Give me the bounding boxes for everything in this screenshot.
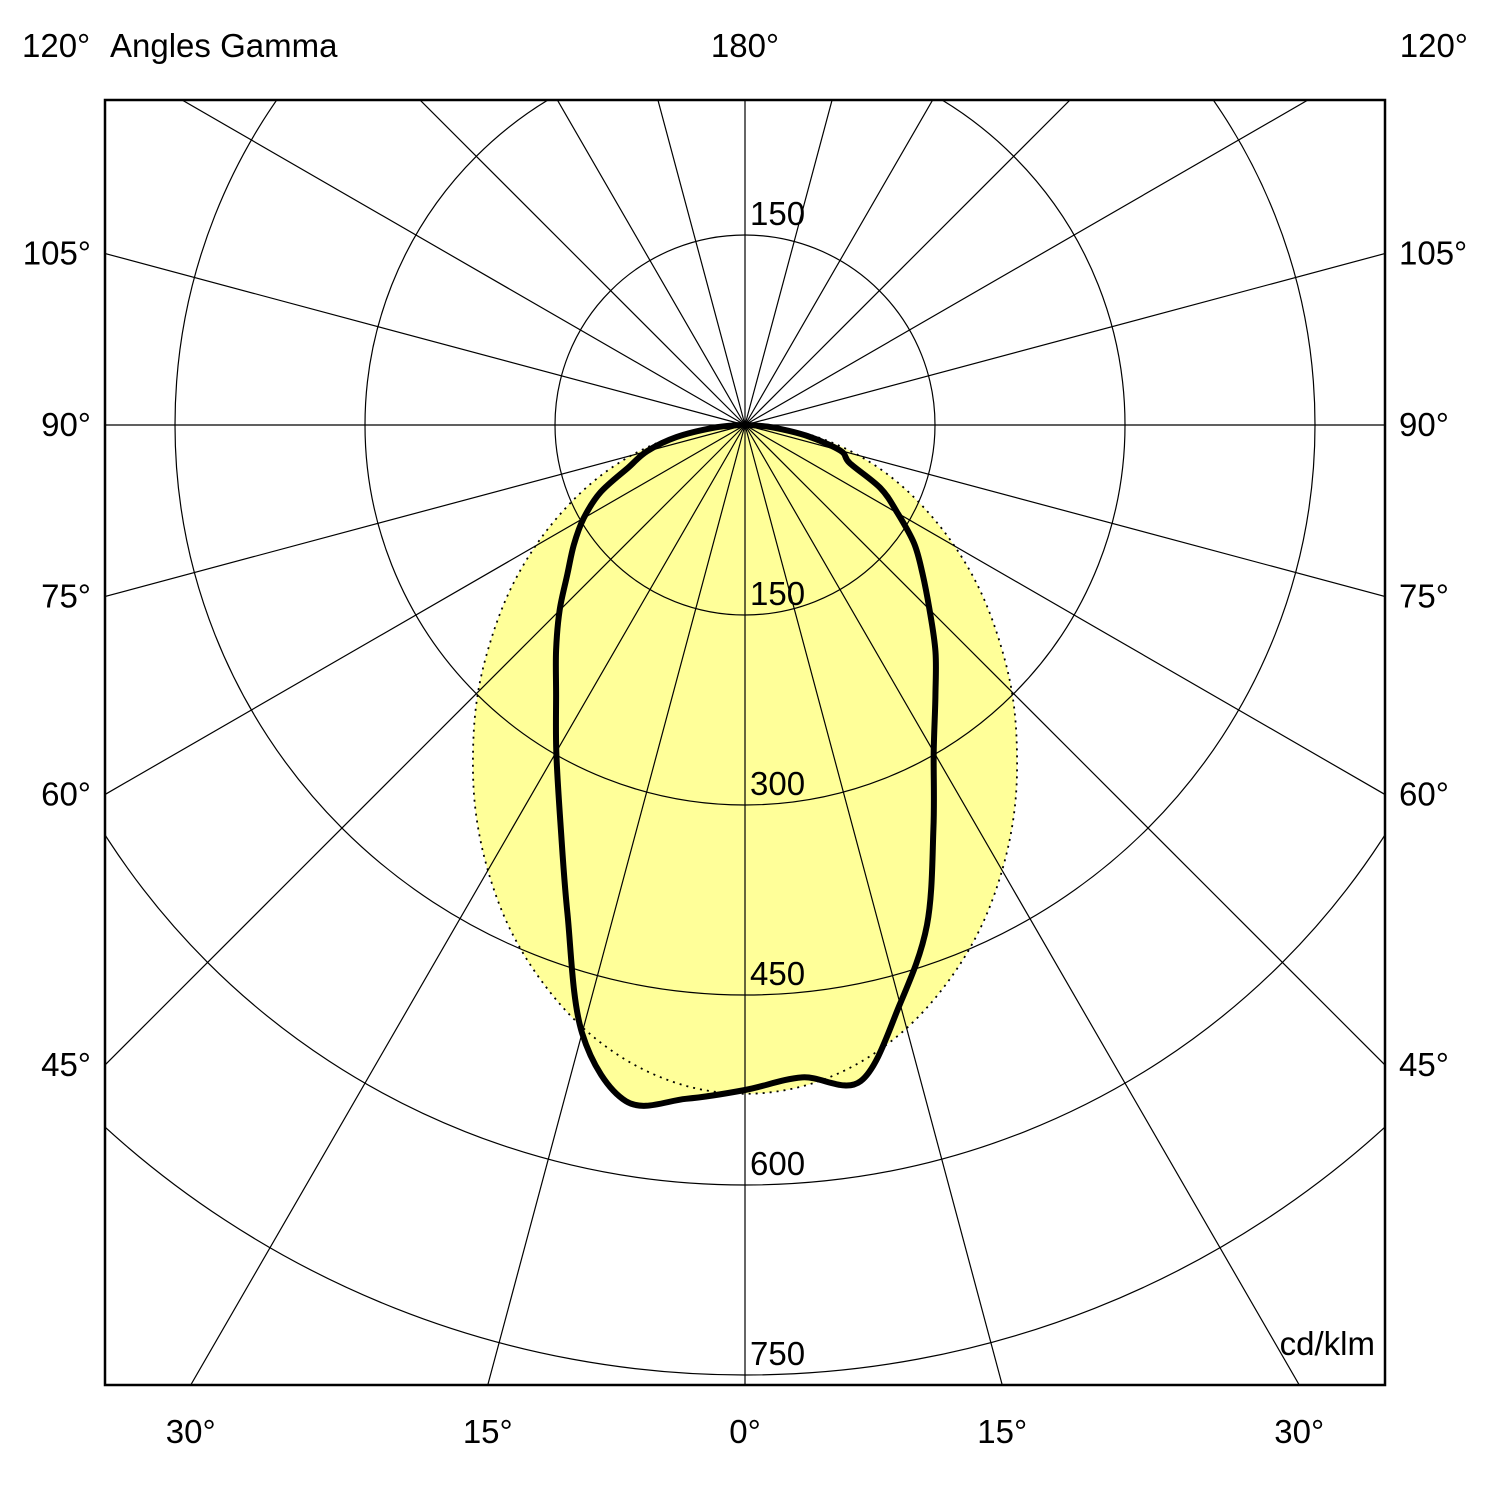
gamma-ray [744, 100, 833, 426]
gamma-ray [190, 424, 746, 1385]
gamma-ray [487, 424, 746, 1385]
gamma-ray [419, 100, 746, 426]
gamma-tick-label-bottom: 30° [1274, 1413, 1324, 1450]
gamma-tick-label-left: 60° [41, 776, 91, 813]
gamma-tick-label-bottom: 0° [729, 1413, 761, 1450]
gamma-tick-label-left: 105° [23, 235, 91, 272]
gamma-ray [744, 424, 1385, 796]
gamma-tick-label-right: 75° [1399, 577, 1449, 614]
gamma-ray [105, 252, 746, 426]
gamma-tick-label-right: 45° [1399, 1046, 1449, 1083]
radial-tick-label: 450 [750, 955, 805, 992]
plot-border [103, 98, 1387, 1387]
gamma-ray [744, 424, 1385, 1066]
unit-label: cd/klm [1279, 1325, 1375, 1362]
gamma-ray [744, 100, 1071, 426]
radial-tick-label: 600 [750, 1145, 805, 1182]
gamma-ray [744, 424, 1003, 1385]
gamma-tick-label-right: 90° [1399, 406, 1449, 443]
radial-tick-label: 150 [750, 575, 805, 612]
gamma-ray [180, 100, 746, 426]
gamma-tick-label-left: 90° [41, 406, 91, 443]
beam-fill-solid-plane [555, 425, 936, 1106]
gamma-tick-label-right: 105° [1399, 235, 1467, 272]
gamma-ray [744, 100, 934, 426]
radial-tick-label: 300 [750, 765, 805, 802]
gamma-ray [657, 100, 746, 426]
curve-solid [552, 422, 939, 1109]
gamma-tick-label-bottom: 30° [166, 1413, 216, 1450]
radial-tick-label: 150 [750, 195, 805, 232]
gamma-ray [105, 424, 746, 1066]
gamma-label-180: 180° [710, 27, 780, 64]
gamma-ray [105, 424, 746, 796]
gamma-tick-label-bottom: 15° [463, 1413, 513, 1450]
radial-tick-label: 750 [750, 1335, 805, 1372]
gamma-ray [105, 424, 746, 598]
gamma-ray [556, 100, 746, 426]
gamma-ray [744, 424, 1300, 1385]
gamma-tick-label-bottom: 15° [977, 1413, 1027, 1450]
gamma-tick-label-left: 45° [41, 1046, 91, 1083]
gamma-tick-label-right: 60° [1399, 776, 1449, 813]
gamma-ray [744, 252, 1385, 426]
chart-title: Angles Gamma [110, 27, 338, 64]
gamma-ray [744, 424, 1385, 598]
gamma-ray [744, 100, 1310, 426]
gamma-tick-label-left: 75° [41, 577, 91, 614]
gamma-corner-label-top-right: 120° [1399, 27, 1468, 64]
gamma-corner-label-top-left: 120° [22, 27, 91, 64]
